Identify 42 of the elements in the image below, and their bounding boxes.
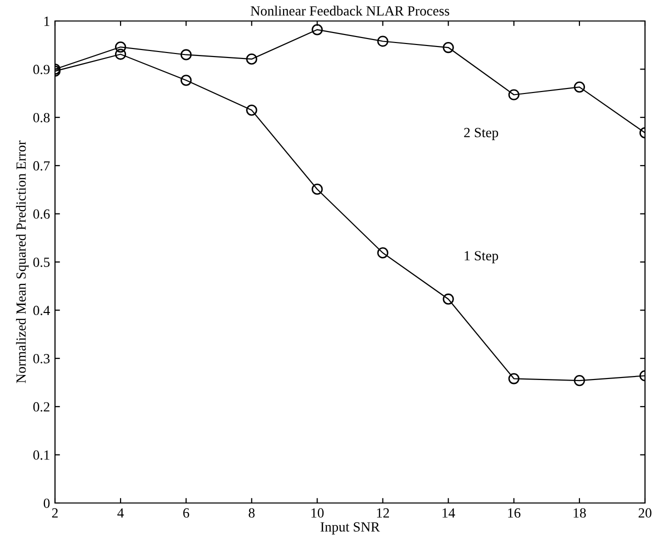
point	[312, 184, 323, 195]
point	[115, 48, 126, 60]
point	[115, 41, 126, 53]
x-tick-label: 2	[52, 508, 58, 518]
point	[246, 54, 258, 65]
x-tick-label: 12	[377, 508, 389, 518]
x-tick-label: 18	[574, 508, 586, 518]
y-tick-label: 0.9	[33, 64, 50, 74]
x-tick-label: 14	[442, 508, 456, 518]
y-tick-label: 0.8	[33, 112, 50, 122]
point	[574, 375, 585, 386]
point	[442, 294, 454, 305]
y-tick-label: 0.2	[33, 402, 50, 412]
chart-title: Nonlinear Feedback NLAR Process	[250, 6, 450, 16]
x-tick-label: 4	[117, 508, 124, 518]
y-axis-title: Normalized Mean Squared Prediction Error	[16, 140, 29, 384]
x-axis-title: Input SNR	[320, 522, 380, 534]
point	[246, 104, 258, 116]
y-tick-label: 1	[44, 16, 50, 26]
point	[442, 42, 454, 54]
x-tick-label: 6	[183, 508, 190, 518]
y-tick-label: 0.3	[33, 354, 50, 364]
y-tick-label: 0.6	[33, 209, 50, 219]
y-tick-label: 0.4	[33, 306, 50, 316]
point	[180, 49, 192, 60]
x-tick-label: 20	[638, 508, 652, 518]
point	[312, 24, 323, 36]
text: 2 Step	[464, 128, 498, 140]
point	[574, 81, 585, 93]
y-tick-label: 0.1	[33, 450, 50, 460]
point	[377, 36, 388, 47]
text: 1 Step	[464, 251, 498, 264]
y-tick-label: 0.5	[33, 258, 50, 268]
x-tick-label: 10	[312, 508, 324, 518]
y-tick-label: 0	[44, 498, 50, 508]
point	[377, 247, 388, 258]
point	[508, 89, 520, 100]
y-tick-label: 0.7	[33, 161, 50, 171]
point	[508, 373, 520, 384]
point	[180, 74, 192, 86]
x-tick-label: 16	[508, 508, 520, 518]
x-tick-label: 8	[248, 508, 255, 518]
